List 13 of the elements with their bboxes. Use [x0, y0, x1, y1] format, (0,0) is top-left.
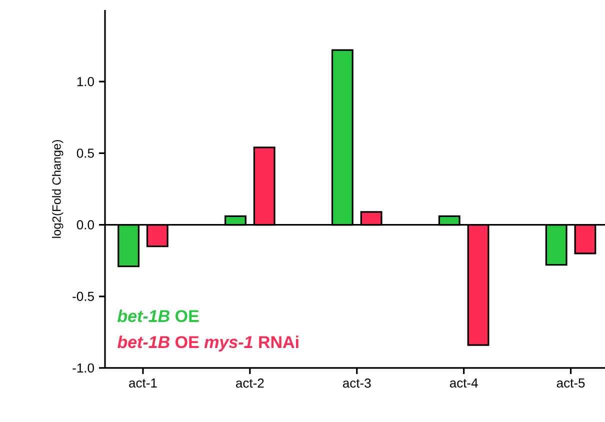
x-tick-label: act-3 [342, 378, 371, 388]
y-tick-label: 0.0 [76, 220, 94, 230]
text: bet-1B OE mys-1 RNAi [118, 336, 298, 352]
y-tick-label: -0.5 [72, 292, 94, 301]
x-tick-label: act-2 [236, 378, 264, 388]
y-axis-title: log2(Fold Change) [52, 140, 64, 238]
x-tick-label: act-1 [129, 378, 157, 388]
x-tick-label: act-5 [556, 378, 585, 388]
x-tick-label: act-4 [450, 378, 478, 388]
y-tick-label: 1.0 [77, 76, 94, 86]
y-tick-label: 0.5 [76, 148, 94, 158]
y-tick-label: -1.0 [72, 363, 94, 373]
text: bet-1B OE [118, 310, 199, 322]
